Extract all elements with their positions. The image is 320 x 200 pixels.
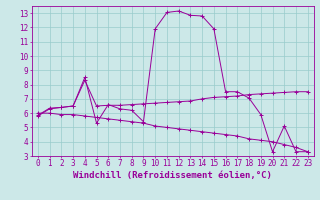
X-axis label: Windchill (Refroidissement éolien,°C): Windchill (Refroidissement éolien,°C) (73, 171, 272, 180)
